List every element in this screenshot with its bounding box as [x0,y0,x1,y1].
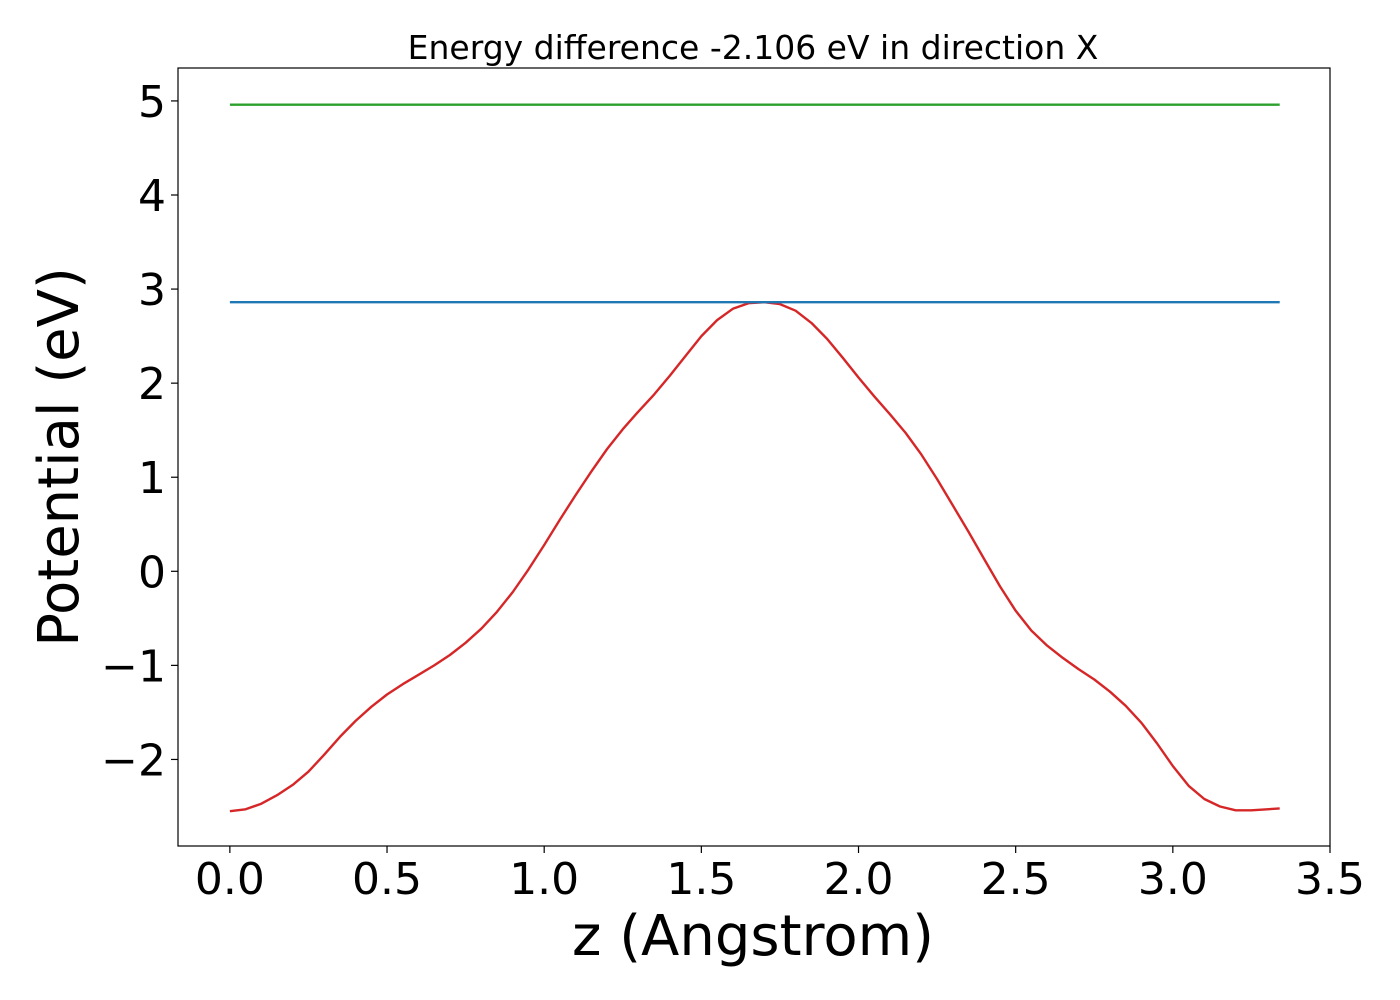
series-line-0 [229,301,1280,813]
y-axis-label: Potential (eV) [27,267,92,647]
y-tick-label: −1 [101,641,166,692]
x-tick-label: 2.5 [981,854,1051,905]
y-axis-ticks: −2 −1 0 1 2 3 4 5 [101,77,178,786]
x-tick-label: 0.0 [195,854,265,905]
chart-title: Energy difference -2.106 eV in direction… [408,28,1099,67]
y-tick-label: 3 [138,265,166,316]
x-tick-label: 3.5 [1295,854,1365,905]
y-tick-label: 1 [138,453,166,504]
plot-lines [229,103,1280,813]
x-tick-label: 2.0 [824,854,894,905]
y-tick-label: 0 [138,547,166,598]
y-tick-label: 2 [138,359,166,410]
y-tick-label: 5 [138,77,166,128]
y-tick-label: −2 [101,735,166,786]
x-tick-label: 3.0 [1138,854,1208,905]
plot-area-frame [177,67,1331,847]
x-axis-label: z (Angstrom) [572,904,934,969]
y-tick-label: 4 [138,171,166,222]
x-tick-label: 1.0 [509,854,579,905]
x-tick-label: 0.5 [352,854,422,905]
x-axis-ticks: 0.0 0.5 1.0 1.5 2.0 2.5 3.0 3.5 [195,846,1365,905]
x-tick-label: 1.5 [666,854,736,905]
